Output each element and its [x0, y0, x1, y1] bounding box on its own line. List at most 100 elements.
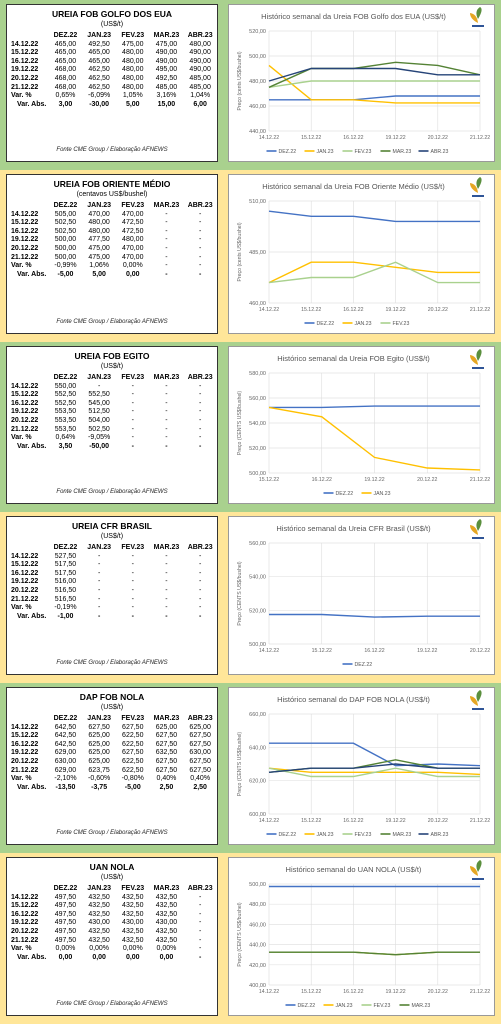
price-cell: 627,50: [122, 749, 144, 757]
y-tick-label: 500,00: [249, 54, 266, 60]
row-date: 14.12.22: [11, 210, 39, 218]
table-title: UAN NOLA: [89, 862, 135, 872]
price-cell: 462,50: [88, 66, 110, 74]
legend-label: MAR.23: [393, 149, 412, 155]
table-row: 15.12.22 552,50 552,50 - - -: [11, 391, 217, 400]
chart-title: Histórico semanal da Ureia FOB Egito (US…: [277, 354, 430, 363]
table-row: 19.12.22 497,50 430,00 430,00 430,00 -: [11, 919, 217, 928]
line-chart: Histórico semanal da Ureia FOB Golfo dos…: [237, 7, 490, 155]
y-tick-label: 480,00: [249, 79, 266, 85]
price-cell: 432,50: [122, 927, 144, 935]
table-row: 14.12.22 465,00 492,50 475,00 475,00 480,00: [11, 41, 217, 50]
price-cell: 477,50: [88, 236, 110, 244]
var-abs-cell: -3,75: [91, 783, 108, 791]
price-cell: 553,50: [54, 408, 77, 416]
price-cell: 470,00: [122, 253, 144, 261]
row-date: 19.12.22: [11, 919, 39, 927]
row-date: 21.12.22: [11, 595, 39, 603]
table-title: UREIA FOB ORIENTE MÉDIO: [53, 179, 171, 189]
var-pct-cell: -0,19%: [54, 604, 77, 612]
table-row: 19.12.22 629,00 625,00 627,50 632,50 630,00: [11, 749, 217, 758]
price-cell: 629,00: [54, 766, 77, 774]
table-unit: (US$/t): [100, 704, 124, 711]
x-tick-label: 15.12.22: [259, 477, 279, 483]
line-chart: Histórico semanal da Ureia CFR Brasil (U…: [237, 519, 490, 668]
price-table: DEZ.22 JAN.23 FEV.23 MAR.23 ABR.23 14.12.22 49…: [11, 885, 217, 962]
x-tick-label: 20.12.22: [470, 648, 490, 654]
var-abs-cell: -: [131, 442, 134, 450]
chart-title: Histórico semanal do DAP FOB NOLA (US$/t…: [277, 695, 430, 704]
var-abs-label: Var. Abs.: [17, 954, 47, 962]
column-header: FEV.23: [121, 202, 145, 209]
row-date: 15.12.22: [11, 561, 39, 569]
row-date: 16.12.22: [11, 57, 39, 65]
price-cell: 462,50: [88, 74, 110, 82]
column-header: ABR.23: [187, 885, 213, 892]
legend-item: JAN.23: [342, 321, 372, 327]
price-cell: -: [165, 253, 168, 261]
row-date: 21.12.22: [11, 83, 39, 91]
price-cell: -: [198, 425, 202, 433]
price-cell: 497,50: [54, 910, 77, 918]
var-pct-cell: -0,99%: [54, 262, 77, 270]
var-pct-cell: 1,06%: [89, 262, 110, 270]
line-chart: Histórico semanal do UAN NOLA (US$/t) 400…: [237, 860, 490, 1009]
y-tick-label: 640,00: [249, 745, 266, 751]
afnews-logo: [470, 519, 484, 539]
column-header: JAN.23: [87, 374, 111, 381]
x-tick-label: 15.12.22: [301, 989, 321, 995]
price-cell: 516,00: [54, 578, 77, 586]
price-cell: -: [97, 586, 101, 594]
table-row: 20.12.22 468,00 462,50 480,00 492,50 485,00: [11, 75, 217, 84]
price-cell: -: [131, 425, 134, 433]
row-date: 15.12.22: [11, 391, 39, 399]
price-cell: 545,00: [88, 399, 110, 407]
legend-label: FEV.23: [393, 321, 410, 327]
row-date: 14.12.22: [11, 723, 39, 731]
var-abs-cell: 0,00: [58, 953, 73, 961]
y-tick-label: 440,00: [249, 943, 266, 949]
price-cell: 475,00: [155, 40, 178, 48]
price-cell: -: [165, 236, 168, 244]
column-header: MAR.23: [153, 715, 180, 722]
var-pct-cell: 0,00%: [122, 262, 143, 270]
price-cell: 480,00: [122, 74, 144, 82]
row-date: 19.12.22: [11, 66, 39, 74]
price-cell: 468,00: [54, 83, 77, 91]
price-cell: -: [198, 236, 202, 244]
afnews-logo: [470, 690, 484, 710]
price-cell: -: [165, 210, 168, 218]
column-header: FEV.23: [121, 715, 145, 722]
x-tick-label: 15.12.22: [301, 135, 321, 141]
column-header: ABR.23: [187, 32, 213, 39]
var-abs-cell: -5,00: [57, 270, 74, 278]
section-band: UREIA FOB ORIENTE MÉDIO (centavos US$/bus…: [0, 170, 501, 342]
price-cell: 552,50: [54, 399, 77, 407]
row-date: 19.12.22: [11, 749, 39, 757]
row-date: 15.12.22: [11, 49, 39, 57]
row-date: 14.12.22: [11, 40, 39, 48]
table-row: 15.12.22 642,50 625,00 622,50 627,50 627,50: [11, 732, 217, 741]
price-cell: 627,50: [155, 757, 178, 765]
price-cell: 432,50: [155, 893, 178, 901]
table-row: 20.12.22 516,50 - - - -: [11, 587, 217, 596]
var-pct-cell: -: [97, 604, 101, 612]
table-source: Fonte CME Group / Elaboração AFNEWS: [56, 830, 168, 836]
var-abs-label: Var. Abs.: [17, 101, 47, 109]
table-row: 14.12.22 550,00 - - - -: [11, 383, 217, 392]
var-pct-cell: -: [165, 434, 168, 442]
price-cell: 622,50: [122, 766, 144, 774]
legend-item: DEZ.22: [285, 1003, 315, 1009]
y-tick-label: 400,00: [249, 983, 266, 989]
price-cell: -: [165, 552, 168, 560]
var-pct-cell: 0,00%: [122, 945, 143, 953]
table-row: 21.12.22 629,00 623,75 622,50 627,50 627,50: [11, 767, 217, 776]
column-header: JAN.23: [87, 544, 111, 551]
price-cell: 468,00: [54, 66, 77, 74]
price-cell: 495,00: [155, 66, 178, 74]
table-source: Fonte CME Group / Elaboração AFNEWS: [56, 489, 168, 495]
price-cell: 622,50: [122, 732, 144, 740]
price-cell: 500,00: [54, 253, 77, 261]
price-cell: 432,50: [155, 902, 178, 910]
section-band: UREIA FOB EGITO (US$/t) DEZ.22 JAN.23 FEV.23…: [0, 342, 501, 512]
